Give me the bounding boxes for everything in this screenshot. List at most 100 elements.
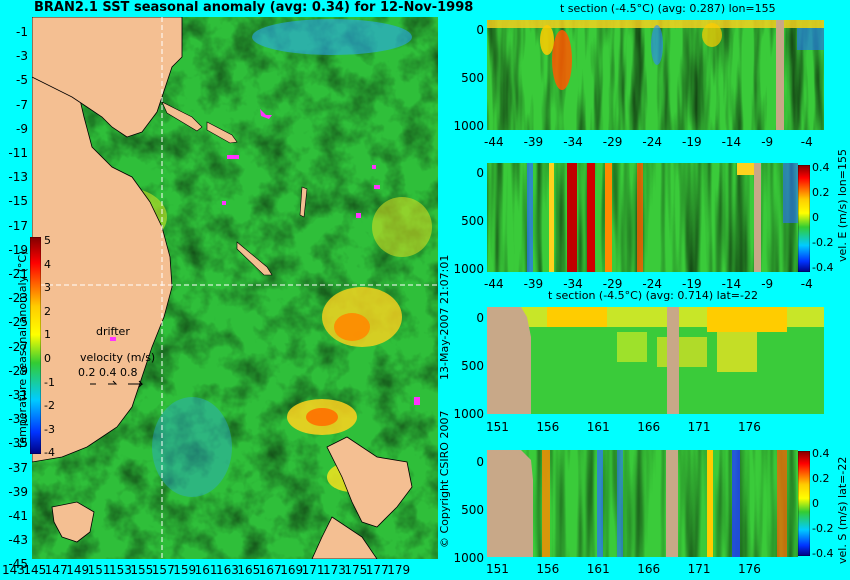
- map-lat-tick: -3: [16, 49, 28, 64]
- panel2-colorbar-tick: -0.2: [812, 236, 834, 249]
- sst-map: [32, 17, 438, 559]
- map-lon-tick: 147: [44, 563, 68, 577]
- panel4-y-tick: 0: [476, 455, 484, 469]
- panel1-x-tick: -14: [721, 135, 742, 149]
- map-lat-tick: -21: [8, 267, 28, 281]
- panel3-y-tick: 1000: [453, 407, 484, 421]
- panel1-y-tick: 500: [461, 71, 484, 85]
- map-lon-tick: 145: [23, 563, 47, 577]
- panel2-colorbar: [798, 165, 810, 272]
- australia-land: [32, 56, 173, 463]
- panel2-colorbar-label: vel. E (m/s) lon=155: [836, 149, 849, 262]
- map-lat-tick: -25: [8, 315, 28, 330]
- panel4-colorbar-tick: 0.4: [812, 447, 830, 460]
- map-lon-tick: 171: [301, 563, 325, 577]
- copyright-text: © Copyright CSIRO 2007: [438, 410, 451, 548]
- map-lat-tick: -41: [8, 509, 28, 523]
- map-lon-tick: 173: [323, 563, 346, 577]
- map-lat-tick: -33: [8, 412, 28, 427]
- drifter-label: drifter: [96, 325, 130, 338]
- map-lon-tick: 165: [237, 563, 261, 577]
- map-lon-tick: 167: [258, 563, 282, 577]
- panel3-x-tick: 166: [637, 420, 661, 434]
- panel1-title: t section (-4.5°C) (avg: 0.287) lon=155: [560, 2, 776, 15]
- map-colorbar-tick: 0: [44, 352, 51, 365]
- map-colorbar-tick: -4: [44, 446, 55, 460]
- panel4-x-tick: 151: [486, 562, 509, 576]
- panel4-x-tick: 176: [738, 562, 761, 576]
- panel2-x-tick: -24: [642, 277, 662, 291]
- tasmania-land: [51, 501, 95, 543]
- panel2-plot: [487, 163, 798, 272]
- panel4-x-tick: 161: [586, 562, 610, 576]
- map-lat-tick: -31: [8, 388, 28, 402]
- panel2-x-tick: -19: [682, 277, 702, 291]
- panel1-x-tick: -34: [563, 135, 583, 149]
- map-lat-tick: -35: [8, 436, 28, 451]
- vanuatu-land: [299, 186, 308, 218]
- panel2-y-tick: 1000: [453, 262, 484, 276]
- map-lon-tick: 161: [194, 563, 218, 577]
- panel4-colorbar-tick: 0.2: [812, 472, 830, 485]
- panel1-x-tick: -19: [682, 135, 702, 149]
- panel2-colorbar-tick: 0.4: [812, 161, 830, 174]
- map-colorbar-tick: 2: [44, 304, 51, 318]
- panel3-x-tick: 161: [586, 420, 610, 434]
- map-lon-tick: 157: [151, 563, 175, 577]
- panel4-colorbar-tick: -0.4: [812, 547, 834, 560]
- map-lat-tick: -7: [16, 97, 28, 112]
- panel1-y-tick: 0: [476, 23, 484, 37]
- panel2-x-tick: -44: [484, 277, 504, 291]
- panel4-y-tick: 1000: [453, 551, 484, 565]
- panel4-colorbar-tick: -0.2: [812, 522, 834, 535]
- panel3-title: t section (-4.5°C) (avg: 0.714) lat=-22: [548, 289, 758, 302]
- panel4-x-tick: 171: [687, 562, 711, 576]
- map-colorbar-tick: -2: [44, 399, 55, 413]
- panel1-x-tick: -9: [761, 135, 774, 149]
- panel1-x-tick: -44: [484, 135, 504, 149]
- map-lat-tick: -19: [8, 242, 28, 257]
- panel3-x-tick: 151: [486, 420, 509, 434]
- map-lat-tick: -43: [8, 533, 28, 548]
- velocity-values: 0.2 0.4 0.8: [78, 366, 138, 379]
- map-lon-tick: 151: [87, 563, 111, 577]
- panel2-y-tick: 500: [461, 214, 484, 228]
- panel2-x-tick: -4: [800, 277, 813, 291]
- map-colorbar-tick: 4: [44, 257, 51, 271]
- map-lat-tick: -17: [8, 218, 28, 233]
- solomon-island: [206, 121, 238, 144]
- panel4-x-tick: 156: [536, 562, 560, 576]
- map-lon-tick: 159: [173, 563, 197, 577]
- panel3-x-tick: 171: [687, 420, 711, 434]
- solomon-island: [161, 101, 203, 132]
- panel4-colorbar-tick: 0: [812, 497, 819, 510]
- panel4-y-tick: 500: [461, 503, 484, 517]
- panel2-x-tick: -29: [602, 277, 623, 291]
- panel1-x-tick: -24: [642, 135, 662, 149]
- map-colorbar-tick: -3: [44, 422, 55, 436]
- map-lat-tick: -1: [16, 25, 28, 39]
- map-colorbar: [30, 237, 41, 454]
- map-lat-tick: -45: [8, 557, 28, 572]
- map-lat-tick: -27: [8, 339, 28, 354]
- panel3-x-tick: 156: [536, 420, 560, 434]
- map-lon-tick: 177: [365, 563, 389, 577]
- velocity-arrows: [90, 380, 144, 388]
- new-zealand-south: [311, 516, 378, 559]
- map-colorbar-tick: 1: [44, 328, 51, 342]
- map-lat-tick: -15: [8, 194, 28, 209]
- map-lon-tick: 179: [387, 563, 411, 577]
- panel2-x-tick: -39: [523, 277, 544, 291]
- panel1-y-tick: 1000: [453, 119, 484, 133]
- panel2-y-tick: 0: [476, 166, 484, 180]
- new-caledonia-land: [236, 241, 273, 276]
- panel2-x-tick: -14: [721, 277, 742, 291]
- panel3-x-tick: 176: [738, 420, 761, 434]
- map-lon-tick: 155: [130, 563, 154, 577]
- map-colorbar-tick: 3: [44, 281, 51, 295]
- map-lon-tick: 149: [66, 563, 90, 577]
- panel4-colorbar: [798, 451, 810, 556]
- map-lat-tick: -29: [8, 363, 28, 378]
- panel2-x-tick: -9: [761, 277, 774, 291]
- map-lon-tick: 163: [216, 563, 239, 577]
